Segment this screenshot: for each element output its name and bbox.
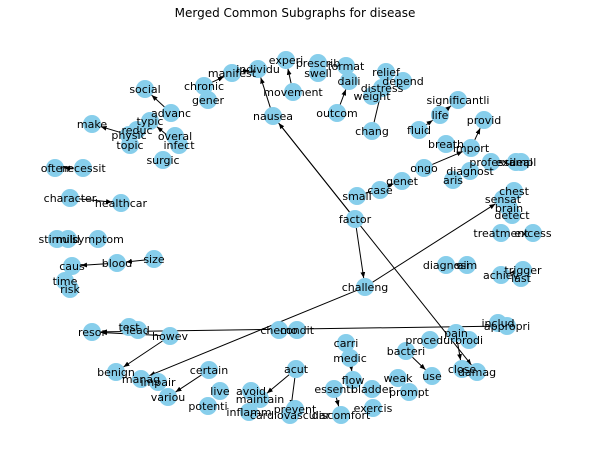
node-label-size: size [143,253,165,266]
node-label-risk: risk [60,283,80,296]
node-label-excess: excess [514,227,551,240]
node-label-detect: detect [494,209,530,222]
node-label-swell: swell [304,67,332,80]
node-label-certain: certain [190,364,228,377]
node-label-fluid: fluid [407,124,431,137]
node-label-medic: medic [333,352,367,365]
node-label-nausea: nausea [253,110,293,123]
edge-import-provid [475,128,480,140]
node-label-movement: movement [263,86,323,99]
node-label-exampl: exampl [496,156,537,169]
node-label-brodi: brodi [455,334,483,347]
node-label-howev: howev [152,330,188,343]
node-label-outcom: outcom [316,107,358,120]
node-label-surgic: surgic [146,154,179,167]
node-label-damag: damag [458,366,496,379]
node-label-condit: condit [280,324,315,337]
node-label-resor: resor [78,326,107,339]
node-label-chang: chang [355,125,389,138]
node-label-aim: aim [457,259,478,272]
node-label-ongo: ongo [410,162,438,175]
node-label-factor: factor [339,213,372,226]
node-label-prompt: prompt [389,386,430,399]
node-label-live: live [210,385,230,398]
node-label-variou: variou [151,391,186,404]
node-label-daili: daili [338,75,361,88]
node-label-bacteri: bacteri [387,345,425,358]
node-label-aris: aris [443,174,463,187]
node-label-small: small [342,190,371,203]
node-label-healthcar: healthcar [95,197,148,210]
edge-movement-experi [288,69,291,83]
node-label-significantli: significantli [427,94,490,107]
edge-outcom-daili [340,89,346,104]
node-label-manifest: manifest [208,67,257,80]
node-label-impair: impair [140,376,176,389]
node-label-caus: caus [59,260,85,273]
node-label-provid: provid [467,114,502,127]
node-label-use: use [422,370,442,383]
edge-acut-maintain [267,375,289,393]
node-label-topic: topic [116,139,143,152]
node-label-lead: lead [126,324,150,337]
chart-title: Merged Common Subgraphs for disease [175,6,416,20]
node-label-essenti: essenti [314,383,353,396]
edge-howev-benign [123,341,162,367]
edge-certain-variou [176,375,202,392]
edge-factor-challeng [356,228,363,278]
node-label-chronic: chronic [184,80,224,93]
edge-medic-flow [351,367,352,371]
node-label-carri: carri [334,337,359,350]
node-label-often: often [41,162,69,175]
node-label-weight: weight [353,90,391,103]
node-label-appropri: appropri [484,320,530,333]
node-label-life: life [432,109,449,122]
edge-bacteri-use [412,357,425,370]
node-label-bladder: bladder [351,383,394,396]
node-label-format: format [328,60,365,73]
node-label-last: last [511,272,532,285]
node-label-gener: gener [192,94,224,107]
edge-essenti-discomfort [336,398,338,407]
edge-advanc-social [152,95,165,107]
node-label-potenti: potenti [188,400,227,413]
node-label-challeng: challeng [342,281,389,294]
node-label-infect: infect [163,139,195,152]
node-label-exercis: exercis [354,402,393,415]
node-label-symptom: symptom [72,233,124,246]
node-label-import: import [453,142,490,155]
node-label-make: make [77,118,107,131]
node-label-acut: acut [284,363,309,376]
node-label-character: character [44,192,97,205]
node-label-blood: blood [102,257,132,270]
node-label-social: social [129,83,160,96]
